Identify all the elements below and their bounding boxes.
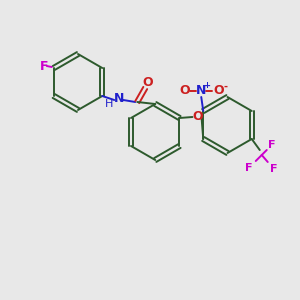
Text: O: O [142,76,153,88]
Text: F: F [270,164,278,174]
Text: N: N [114,92,124,106]
Text: O: O [179,85,190,98]
Text: -: - [223,82,227,92]
Text: O: O [213,85,224,98]
Text: +: + [203,82,210,91]
Text: F: F [245,163,253,173]
Text: O: O [192,110,203,122]
Text: F: F [40,59,48,73]
Text: N: N [196,85,206,98]
Text: H: H [105,99,113,109]
Text: F: F [268,140,275,150]
